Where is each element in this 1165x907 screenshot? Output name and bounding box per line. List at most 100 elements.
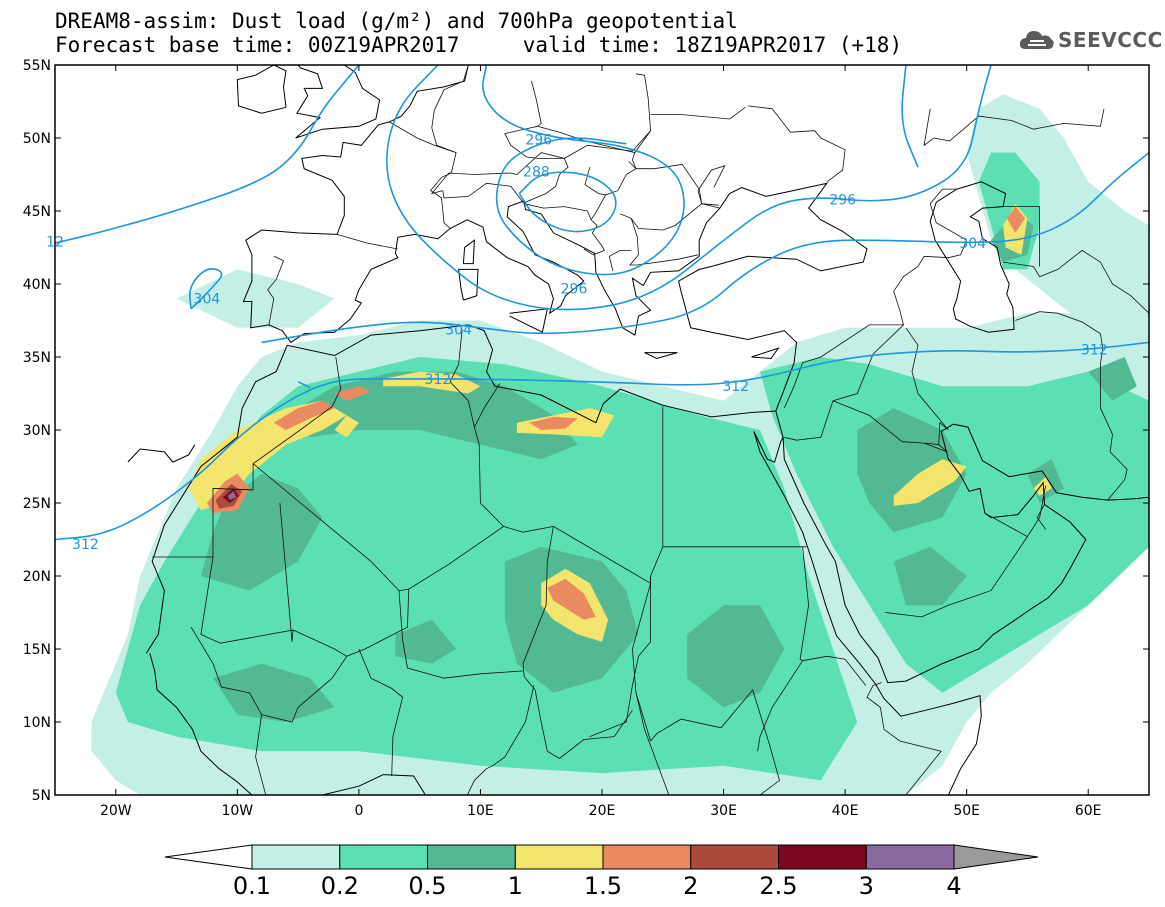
contour-label: 296 (829, 192, 856, 208)
country-border (466, 685, 535, 795)
dust-area (1033, 476, 1052, 496)
coastline (509, 308, 548, 333)
country-border (503, 525, 651, 584)
country-border (757, 660, 803, 752)
colorbar-label: 2 (683, 872, 698, 900)
country-border (540, 710, 633, 759)
country-border (631, 98, 719, 206)
coastline (149, 653, 253, 795)
dust-shading (91, 94, 1149, 795)
geopotential-isoline (518, 171, 617, 233)
colorbar-label: 0.1 (233, 872, 271, 900)
lat-tick-label: 15N (23, 642, 51, 658)
dust-area (893, 546, 967, 606)
country-border (212, 488, 254, 491)
dust-area (395, 619, 457, 664)
contour-label: 312 (425, 372, 452, 388)
dust-area (547, 578, 596, 620)
map-title: DREAM8-assim: Dust load (g/m²) and 700hP… (55, 9, 738, 33)
coastline (753, 431, 982, 795)
lat-tick-label: 30N (23, 423, 51, 439)
country-border (537, 125, 635, 153)
coastline (462, 239, 475, 265)
country-border (430, 130, 651, 204)
country-border (885, 536, 1028, 618)
colorbar-label: 4 (946, 872, 961, 900)
colorbar-under-arrow (164, 844, 253, 870)
country-border (697, 165, 726, 209)
coastline (145, 65, 868, 654)
lon-tick-label: 10W (221, 803, 253, 819)
colorbar-label: 1.5 (584, 872, 622, 900)
country-border (358, 648, 404, 777)
country-border (620, 203, 702, 231)
lon-tick-label: 50E (953, 803, 980, 819)
coastline (751, 347, 780, 360)
country-border (589, 576, 651, 737)
country-border (629, 218, 699, 266)
colorbar-swatch (514, 844, 604, 870)
country-border (430, 172, 452, 229)
country-border (1015, 311, 1128, 501)
dust-area (227, 491, 237, 501)
country-border (923, 108, 1105, 147)
coastline (236, 65, 287, 114)
country-border (474, 383, 501, 428)
contour-label: 304 (445, 322, 472, 338)
coastline (775, 410, 1149, 684)
colorbar-label: 3 (859, 872, 874, 900)
map-subtitle: Forecast base time: 00Z19APR2017 valid t… (55, 33, 903, 57)
coastlines-and-borders (127, 65, 1149, 795)
colorbar-swatch (427, 844, 516, 870)
geopotential-isoline (482, 65, 685, 276)
lat-tick-label: 25N (23, 496, 51, 512)
coastline (753, 431, 784, 463)
colorbar: 0.1 0.2 0.5 1 1.5 2 2.5 3 4 (164, 844, 1039, 900)
country-border (293, 589, 410, 657)
colorbar-swatch (865, 844, 955, 870)
country-border (929, 188, 968, 259)
geopotential-isoline (901, 65, 919, 168)
lat-tick-label: 10N (23, 715, 51, 731)
dust-area (760, 357, 1149, 693)
country-border (784, 400, 834, 441)
colorbar-swatch (690, 844, 780, 870)
lat-tick-label: 35N (23, 350, 51, 366)
seevccc-logo: SEEVCCC (1018, 26, 1162, 56)
colorbar-swatch (251, 844, 341, 870)
dust-area (529, 416, 578, 430)
logo-text: SEEVCCC (1058, 28, 1163, 52)
country-border (650, 689, 780, 795)
country-border (267, 255, 285, 325)
country-border (747, 105, 846, 183)
coastline (127, 444, 196, 463)
geopotential-isoline (188, 267, 223, 310)
country-border (524, 203, 605, 256)
lat-tick-label: 20N (23, 569, 51, 585)
contour-label: 288 (523, 165, 550, 181)
country-border (398, 590, 524, 679)
colorbar-label: 1 (508, 872, 523, 900)
dust-area (334, 415, 359, 438)
coastline (322, 774, 427, 795)
contour-label: 304 (194, 292, 221, 308)
lat-tick-label: 5N (32, 788, 51, 804)
country-border (832, 324, 904, 402)
country-border (522, 526, 554, 723)
contour-label: 312 (1081, 343, 1108, 359)
dust-area (273, 400, 335, 430)
lon-tick-label: 20W (100, 803, 132, 819)
lon-tick-label: 30E (710, 803, 737, 819)
country-border (1003, 249, 1149, 314)
geopotential-isoline (297, 381, 311, 389)
geopotential-isoline (261, 151, 1149, 344)
geopotential-isoline (386, 65, 992, 311)
coastline (458, 268, 479, 301)
country-border (431, 65, 469, 174)
axis-ticks: 55N 50N 45N 40N 35N 30N 25N 20N 15N 10N 5N 20W 10W 0 1… (23, 58, 1149, 819)
country-border (905, 327, 949, 445)
country-border (584, 161, 637, 196)
country-border (783, 255, 949, 409)
country-border (336, 234, 398, 250)
